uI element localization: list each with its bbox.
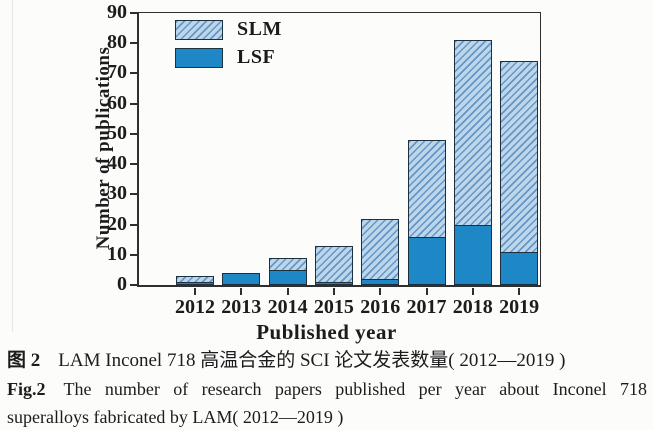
y-axis-tick-80	[130, 42, 139, 45]
x-axis-tick-label-2014: 2014	[267, 296, 308, 318]
bar-2019-slm-segment	[500, 61, 539, 253]
y-axis-tick-label-0: 0	[117, 273, 127, 295]
plot-area: SLM LSF 0 10 20 30 40 50 60 70 80 90 2012 2013 2014 2…	[107, 1, 541, 318]
legend-swatch-slm	[175, 19, 223, 40]
bar-2016-lsf-segment	[361, 278, 400, 285]
x-axis-tick-label-2016: 2016	[360, 296, 401, 318]
y-axis-tick-90	[130, 12, 139, 14]
x-axis-tick-2012	[194, 287, 196, 295]
y-axis-tick-label-90: 90	[107, 1, 127, 23]
x-axis-tick-label-2017: 2017	[406, 296, 447, 318]
x-axis-tick-2013	[240, 287, 243, 295]
legend-item-lsf: LSF	[175, 46, 282, 69]
caption-en-text: The number of research papers published …	[63, 379, 648, 399]
y-axis-tick-label-10: 10	[107, 242, 127, 265]
y-axis-tick-10	[130, 253, 139, 256]
y-axis-tick-0	[130, 284, 139, 286]
y-axis-tick-label-60: 60	[107, 91, 127, 114]
x-axis-tick-label-2012: 2012	[175, 296, 215, 318]
x-axis-tick-2018	[471, 287, 474, 295]
x-axis-tick-2019	[518, 287, 521, 295]
x-axis-tick-2015	[332, 287, 335, 295]
caption-zh-text: LAM Inconel 718 高温合金的 SCI 论文发表数量( 2012—2…	[58, 350, 566, 371]
bar-2017-slm-segment	[407, 139, 446, 238]
caption-en-label: Fig.2	[7, 379, 46, 399]
legend-swatch-lsf	[175, 47, 223, 68]
scan-artifact-line	[12, 0, 13, 332]
y-axis-tick-30	[130, 193, 139, 196]
y-axis-tick-label-20: 20	[107, 212, 127, 235]
caption-en-line2: superalloys fabricated by LAM( 2012—2019…	[7, 407, 344, 427]
y-axis-tick-70	[130, 72, 139, 75]
legend-item-slm: SLM	[175, 18, 282, 41]
x-axis-tick-label-2019: 2019	[499, 296, 540, 318]
bar-2015-slm-segment	[314, 245, 353, 283]
y-axis-tick-20	[130, 223, 139, 226]
legend: SLM LSF	[175, 18, 282, 74]
y-axis-tick-label-30: 30	[107, 182, 127, 205]
caption-zh: 图 2 LAM Inconel 718 高温合金的 SCI 论文发表数量( 201…	[7, 347, 647, 375]
x-axis-tick-label-2018: 2018	[452, 296, 493, 318]
bar-2018-slm-segment	[453, 40, 492, 226]
bar-2012-lsf-segment	[176, 281, 214, 285]
bar-2018-lsf-segment	[453, 224, 492, 285]
bar-2015-lsf-segment	[314, 281, 353, 285]
y-axis-tick-60	[130, 102, 139, 105]
y-axis-tick-label-70: 70	[107, 61, 127, 84]
bar-2017-lsf-segment	[407, 236, 446, 285]
x-axis-tick-label-2015: 2015	[313, 296, 354, 318]
bar-2014-lsf-segment	[268, 269, 307, 285]
y-axis-tick-40	[130, 163, 139, 166]
y-axis-tick-label-50: 50	[107, 121, 127, 144]
caption-en-line1: Fig.2 The number of research papers publi…	[7, 375, 647, 403]
x-axis-tick-2014	[286, 287, 289, 295]
caption: 图 2 LAM Inconel 718 高温合金的 SCI 论文发表数量( 201…	[7, 347, 647, 430]
x-axis-tick-2016	[379, 287, 382, 295]
y-axis-tick-label-40: 40	[107, 152, 127, 175]
bar-2016-slm-segment	[361, 218, 400, 280]
legend-label-lsf: LSF	[237, 46, 276, 68]
bar-2013-lsf-segment	[222, 272, 261, 285]
bar-2019-lsf-segment	[500, 251, 539, 285]
legend-label-slm: SLM	[237, 18, 282, 40]
x-axis-tick-label-2013: 2013	[221, 296, 262, 318]
x-axis-tick-2017	[425, 287, 428, 295]
y-axis-tick-50	[130, 132, 139, 135]
caption-zh-label: 图 2	[7, 350, 41, 371]
x-axis-title: Published year	[256, 320, 397, 344]
y-axis-tick-label-80: 80	[107, 31, 127, 54]
